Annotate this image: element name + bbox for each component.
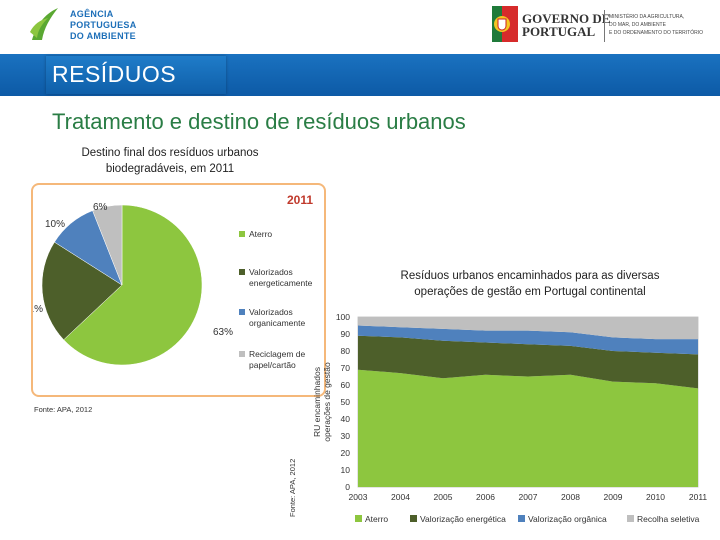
pie-caption-line1: Destino final dos resíduos urbanos <box>81 147 259 159</box>
area-series-0 <box>358 369 698 487</box>
y-tick-label: 40 <box>341 414 351 424</box>
area-legend-label: Recolha seletiva <box>637 514 700 524</box>
pie-caption-line2: biodegradáveis, em 2011 <box>105 163 235 175</box>
pie-legend-swatch <box>239 269 245 275</box>
y-tick-label: 80 <box>341 346 351 356</box>
pie-legend-label: Valorizados organicamente <box>249 307 306 328</box>
pie-legend-label: Valorizados energeticamente <box>249 267 313 288</box>
area-chart: 0 10 20 30 40 50 60 70 80 90 100 2003 2004 2005 2006 20… <box>288 312 708 524</box>
area-legend-swatch <box>627 515 634 522</box>
pie-chart-title: 2011 <box>287 193 313 207</box>
area-legend-label: Valorização energética <box>420 514 506 524</box>
area-chart-title: Resíduos urbanos encaminhados para as di… <box>370 268 690 300</box>
apa-logo-line2: PORTUGUESA <box>70 20 137 30</box>
gov-logo-line1: GOVERNO DE <box>522 11 611 26</box>
apa-logo-line1: AGÊNCIA <box>70 9 114 19</box>
apa-logo: AGÊNCIA PORTUGUESA DO AMBIENTE <box>28 4 158 48</box>
pie-value-label: 10% <box>45 219 65 230</box>
portugal-coat-of-arms-icon <box>492 6 518 42</box>
area-legend-label: Valorização orgânica <box>528 514 607 524</box>
apa-logo-line3: DO AMBIENTE <box>70 31 136 41</box>
ministry-line2: DO MAR, DO AMBIENTE <box>609 22 666 28</box>
area-source: Fonte: APA, 2012 <box>288 459 297 517</box>
area-legend-swatch <box>410 515 417 522</box>
page-subtitle: Tratamento e destino de resíduos urbanos <box>52 109 466 134</box>
area-legend-swatch <box>518 515 525 522</box>
apa-leaf-icon <box>30 8 58 40</box>
y-tick-label: 0 <box>345 482 350 492</box>
pie-chart-panel: 2011 63% 21% 10% 6% Aterro Valorizadosenerget… <box>23 183 326 397</box>
y-tick-label: 90 <box>341 329 351 339</box>
pie-chart: 2011 63% 21% 10% 6% Aterro Valorizadosenerget… <box>23 193 313 370</box>
area-legend-swatch <box>355 515 362 522</box>
y-axis-label: RU encaminhadosoperações de gestão <box>312 362 332 442</box>
y-tick-label: 30 <box>341 431 351 441</box>
pie-slice-3 <box>92 204 123 286</box>
y-tick-label: 50 <box>341 397 351 407</box>
pie-caption: Destino final dos resíduos urbanos biode… <box>40 145 300 177</box>
pie-value-label: 21% <box>33 304 43 315</box>
gov-logo-line2: PORTUGAL <box>522 24 596 39</box>
area-series-1 <box>358 335 698 389</box>
pie-source: Fonte: APA, 2012 <box>34 405 93 414</box>
x-tick-label: 2004 <box>391 492 410 502</box>
x-tick-label: 2009 <box>604 492 623 502</box>
pie-value-label: 63% <box>213 327 233 338</box>
banner-title: RESÍDUOS <box>52 61 177 87</box>
x-tick-label: 2003 <box>349 492 368 502</box>
banner-title-box <box>46 56 226 94</box>
x-tick-label: 2011 <box>689 492 708 502</box>
pie-slice-1 <box>41 241 123 341</box>
y-tick-label: 60 <box>341 380 351 390</box>
x-tick-label: 2005 <box>434 492 453 502</box>
area-legend-label: Aterro <box>365 514 388 524</box>
y-tick-label: 10 <box>341 465 351 475</box>
area-title-line1: Resíduos urbanos encaminhados para as di… <box>400 270 660 282</box>
pie-legend-label: Reciclagem de papel/cartão <box>249 349 305 370</box>
x-tick-label: 2008 <box>561 492 580 502</box>
ministry-line1: MINISTÉRIO DA AGRICULTURA, <box>609 14 685 20</box>
logo-divider <box>604 10 605 42</box>
x-tick-label: 2010 <box>646 492 665 502</box>
governo-logo: GOVERNO DE PORTUGAL MINISTÉRIO DA AGRICU… <box>492 4 716 48</box>
x-tick-label: 2006 <box>476 492 495 502</box>
y-tick-label: 100 <box>336 312 350 322</box>
pie-legend-swatch <box>239 351 245 357</box>
pie-slice-0 <box>63 204 203 366</box>
y-tick-label: 70 <box>341 363 351 373</box>
area-title-line2: operações de gestão em Portugal continen… <box>414 286 646 298</box>
area-series-2 <box>358 325 698 355</box>
y-tick-label: 20 <box>341 448 351 458</box>
area-series-3 <box>358 317 698 340</box>
pie-legend-swatch <box>239 309 245 315</box>
pie-legend-swatch <box>239 231 245 237</box>
x-tick-label: 2007 <box>519 492 538 502</box>
pie-value-label: 6% <box>93 202 108 213</box>
ministry-line3: E DO ORDENAMENTO DO TERRITÓRIO <box>609 30 703 36</box>
pie-legend-label: Aterro <box>249 229 272 239</box>
